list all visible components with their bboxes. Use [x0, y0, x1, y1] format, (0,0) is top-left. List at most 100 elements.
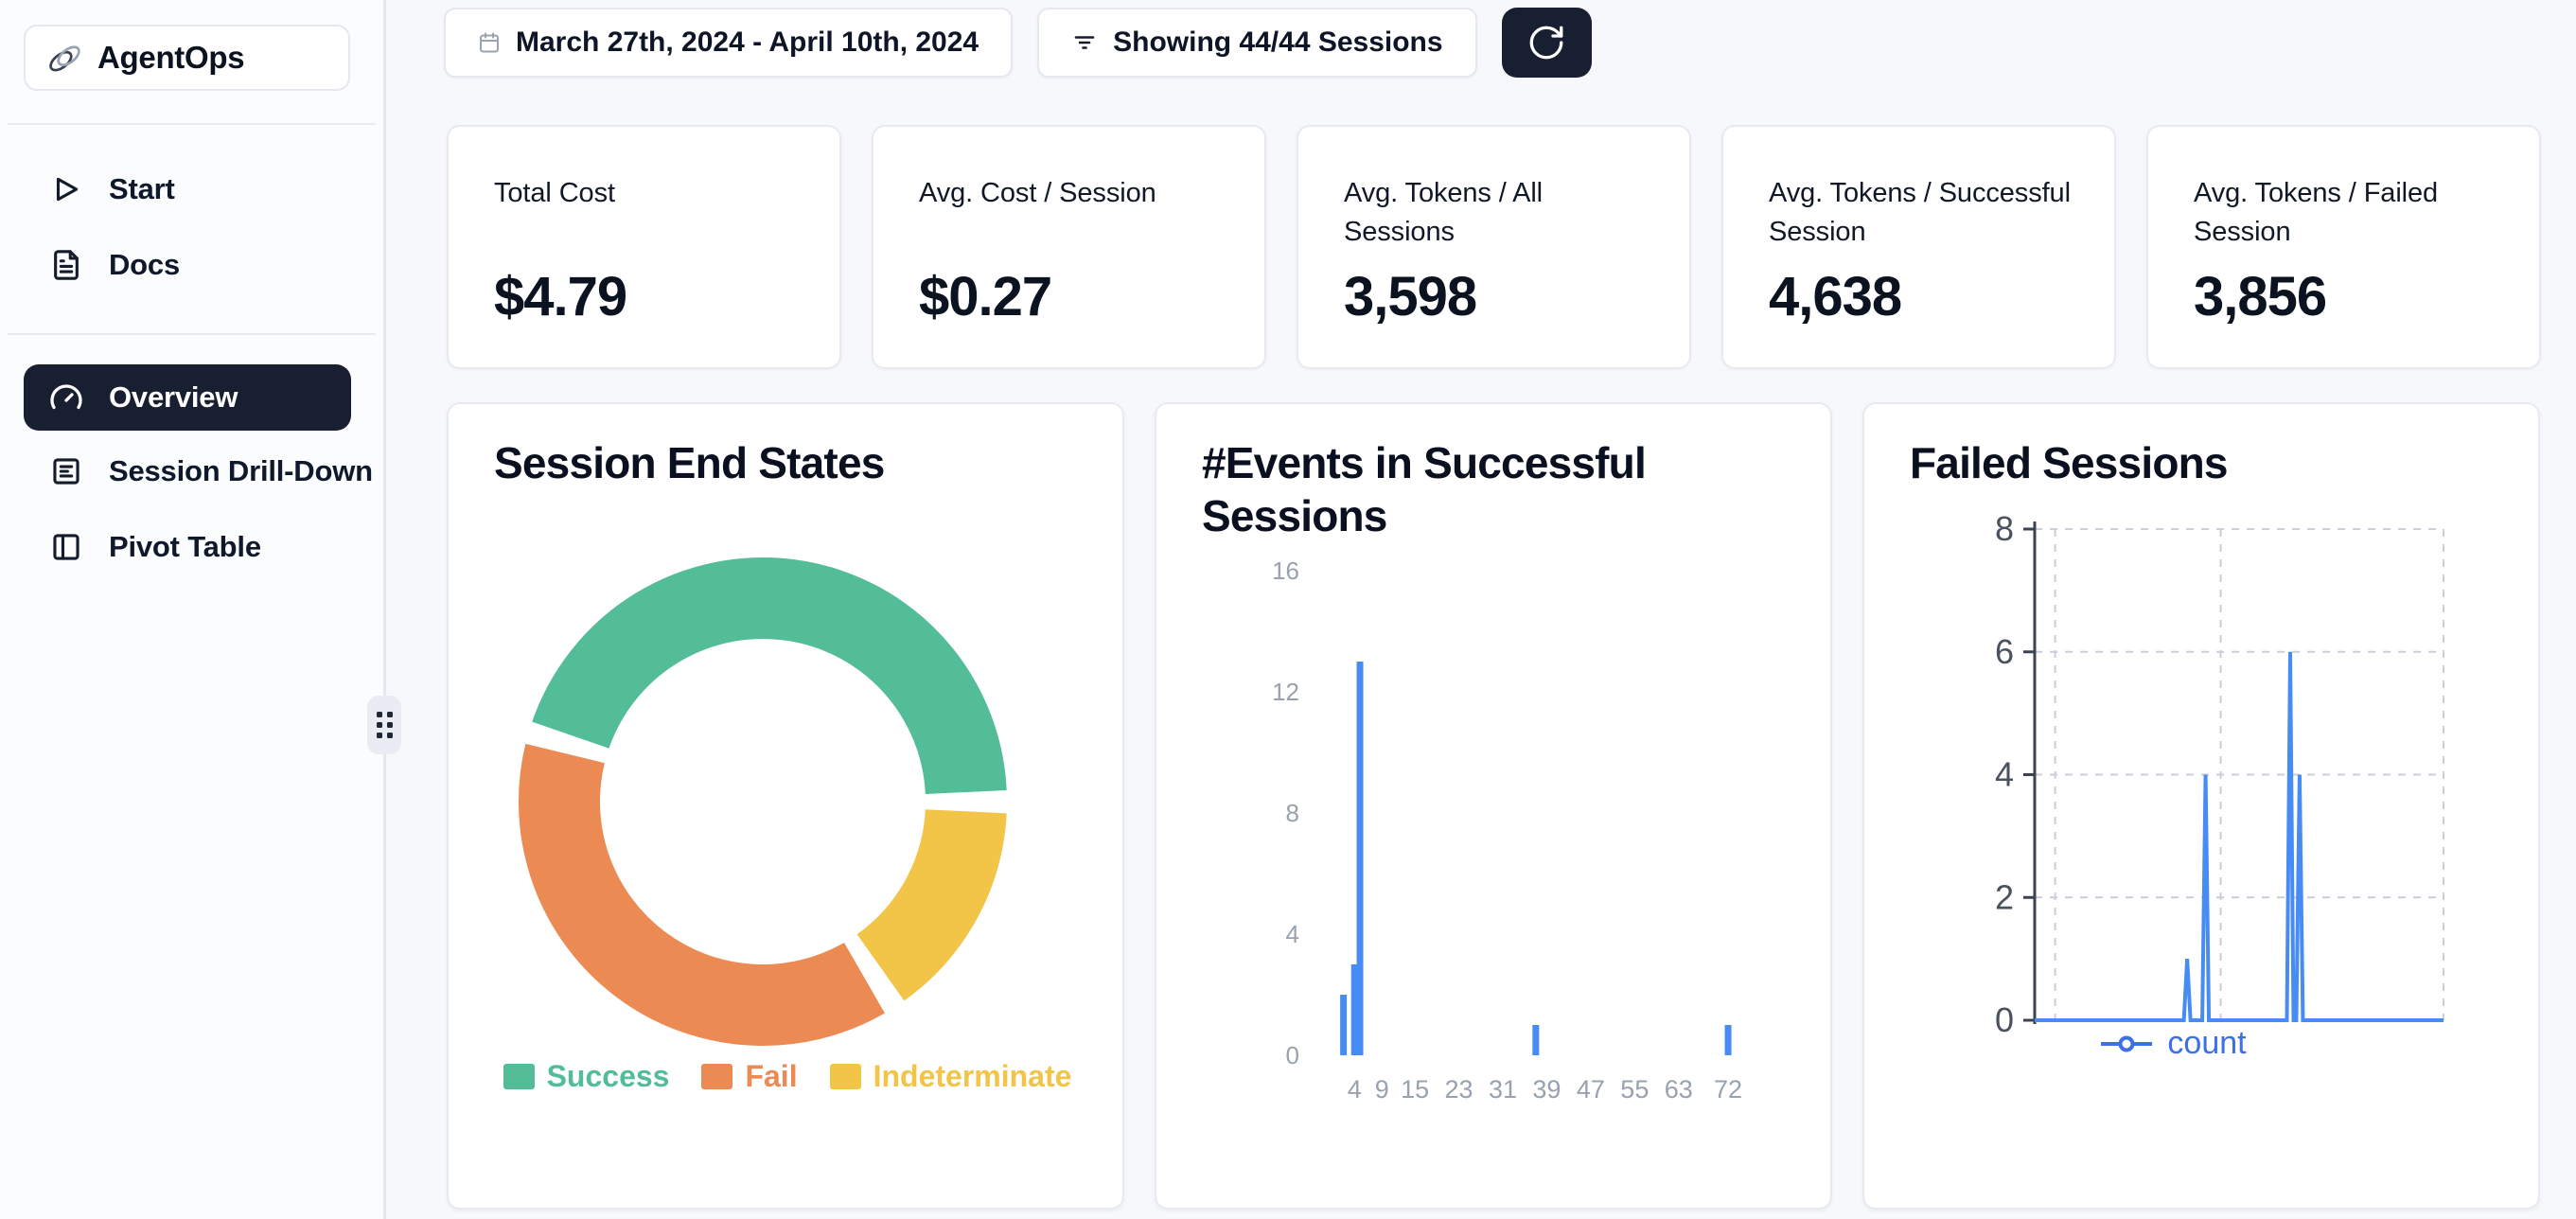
y-tick-label: 6 [1995, 632, 2014, 671]
chart-title: Session End States [494, 438, 885, 487]
bar[interactable] [1340, 995, 1348, 1055]
y-tick-label: 0 [1995, 1000, 2014, 1039]
sidebar-drag-handle[interactable] [367, 696, 401, 754]
y-tick-label: 4 [1286, 920, 1299, 948]
x-tick-label: 23 [1445, 1075, 1473, 1104]
stat-value: $4.79 [494, 266, 627, 327]
stat-value: 3,598 [1344, 266, 1477, 327]
sidebar-resize-divider[interactable] [383, 0, 386, 1219]
x-tick-label: 47 [1577, 1075, 1605, 1104]
stat-card-total-cost: Total Cost $4.79 [447, 125, 841, 369]
calendar-icon [478, 31, 501, 54]
date-range-button[interactable]: March 27th, 2024 - April 10th, 2024 [444, 8, 1014, 78]
legend-label: Fail [745, 1059, 798, 1093]
refresh-button[interactable] [1501, 8, 1592, 78]
filter-label: Showing 44/44 Sessions [1113, 26, 1443, 58]
play-icon [48, 171, 84, 207]
y-tick-label: 16 [1272, 556, 1299, 585]
pivot-icon [48, 529, 84, 565]
sidebar-item-label: Session Drill-Down [109, 454, 373, 487]
docs-icon [48, 247, 84, 283]
bar[interactable] [1724, 1025, 1732, 1055]
events-histogram-card: #Events in Successful Sessions 0 4 8 12 16 4 9… [1155, 402, 1832, 1210]
sidebar-item-label: Docs [109, 248, 181, 281]
y-tick-label: 12 [1272, 678, 1299, 706]
sidebar-item-docs[interactable]: Docs [24, 232, 351, 298]
charts-row: Session End States Success Fail Indetermin… [447, 402, 2540, 1210]
count-legend-label: count [2167, 1025, 2247, 1061]
legend-swatch [503, 1064, 535, 1089]
stats-row: Total Cost $4.79 Avg. Cost / Session $0.… [447, 125, 2541, 369]
x-tick-label: 39 [1532, 1075, 1561, 1104]
refresh-icon [1526, 23, 1566, 62]
topbar: March 27th, 2024 - April 10th, 2024 Show… [444, 8, 1592, 78]
count-legend[interactable]: count [1968, 1025, 2377, 1062]
count-legend-marker-icon [2099, 1034, 2154, 1054]
stat-label: Avg. Tokens / Successful Session [1769, 178, 2071, 247]
bar[interactable] [1350, 964, 1358, 1055]
app-title: AgentOps [97, 40, 245, 75]
sidebar: AgentOps Start Docs Overview [0, 0, 383, 1219]
stat-label: Total Cost [494, 178, 615, 208]
sidebar-item-label: Start [109, 172, 175, 205]
stat-value: 3,856 [2194, 266, 2327, 327]
stat-label: Avg. Tokens / All Sessions [1344, 178, 1544, 247]
x-tick-label: 9 [1375, 1075, 1389, 1104]
stat-card-avg-tokens-successful: Avg. Tokens / Successful Session 4,638 [1721, 125, 2116, 369]
session-end-states-card: Session End States Success Fail Indetermin… [447, 402, 1124, 1210]
donut-slice-indeterminate[interactable] [856, 808, 1007, 1001]
donut-slice-fail[interactable] [519, 743, 885, 1046]
donut-legend: Success Fail Indeterminate [475, 1059, 1100, 1094]
grip-dots-icon [376, 712, 393, 738]
y-tick-label: 2 [1995, 877, 2014, 916]
logo[interactable]: AgentOps [24, 25, 350, 91]
date-range-label: March 27th, 2024 - April 10th, 2024 [516, 26, 979, 58]
stat-card-avg-tokens-all: Avg. Tokens / All Sessions 3,598 [1297, 125, 1691, 369]
agentops-logo-icon [46, 40, 82, 76]
filter-icon [1071, 29, 1098, 56]
legend-swatch [701, 1064, 733, 1089]
x-tick-label: 72 [1714, 1075, 1742, 1104]
chart-title: Failed Sessions [1910, 438, 2229, 487]
legend-label: Success [546, 1059, 670, 1093]
y-tick-label: 0 [1286, 1041, 1299, 1069]
legend-swatch [829, 1064, 861, 1089]
failed-sessions-card: Failed Sessions 0 2 4 6 8 count [1862, 402, 2540, 1210]
x-tick-label: 31 [1489, 1075, 1517, 1104]
list-box-icon [48, 453, 84, 489]
x-tick-label: 15 [1401, 1075, 1429, 1104]
legend-item-fail[interactable]: Fail [701, 1059, 798, 1094]
stat-card-avg-tokens-failed: Avg. Tokens / Failed Session 3,856 [2146, 125, 2541, 369]
sidebar-item-pivot-table[interactable]: Pivot Table [24, 514, 351, 580]
donut-chart[interactable] [498, 537, 1028, 1067]
sidebar-item-label: Overview [109, 380, 238, 414]
count-line[interactable] [2035, 651, 2444, 1022]
chart-title: #Events in Successful Sessions [1202, 438, 1647, 540]
legend-item-indeterminate[interactable]: Indeterminate [829, 1059, 1071, 1094]
stat-value: 4,638 [1769, 266, 1902, 327]
y-tick-label: 4 [1995, 755, 2014, 794]
gauge-icon [48, 380, 84, 415]
stat-card-avg-cost-session: Avg. Cost / Session $0.27 [872, 125, 1266, 369]
x-tick-label: 63 [1665, 1075, 1693, 1104]
stat-label: Avg. Tokens / Failed Session [2194, 178, 2439, 247]
bar[interactable] [1356, 662, 1364, 1055]
sidebar-item-session-drill-down[interactable]: Session Drill-Down [24, 438, 373, 504]
sidebar-divider-top [8, 123, 376, 125]
filter-button[interactable]: Showing 44/44 Sessions [1037, 8, 1477, 78]
sidebar-item-overview[interactable]: Overview [24, 364, 351, 431]
bar[interactable] [1532, 1025, 1540, 1055]
failed-sessions-line-chart[interactable]: 0 2 4 6 8 [1864, 404, 2540, 1210]
stat-label: Avg. Cost / Session [919, 178, 1156, 208]
y-tick-label: 8 [1286, 799, 1299, 827]
donut-slice-success[interactable] [532, 557, 1007, 795]
x-tick-label: 55 [1620, 1075, 1649, 1104]
x-tick-label: 4 [1348, 1075, 1362, 1104]
sidebar-item-start[interactable]: Start [24, 156, 351, 222]
legend-item-success[interactable]: Success [503, 1059, 670, 1094]
sidebar-divider-bottom [8, 333, 376, 335]
sidebar-item-label: Pivot Table [109, 530, 261, 563]
stat-value: $0.27 [919, 266, 1052, 327]
